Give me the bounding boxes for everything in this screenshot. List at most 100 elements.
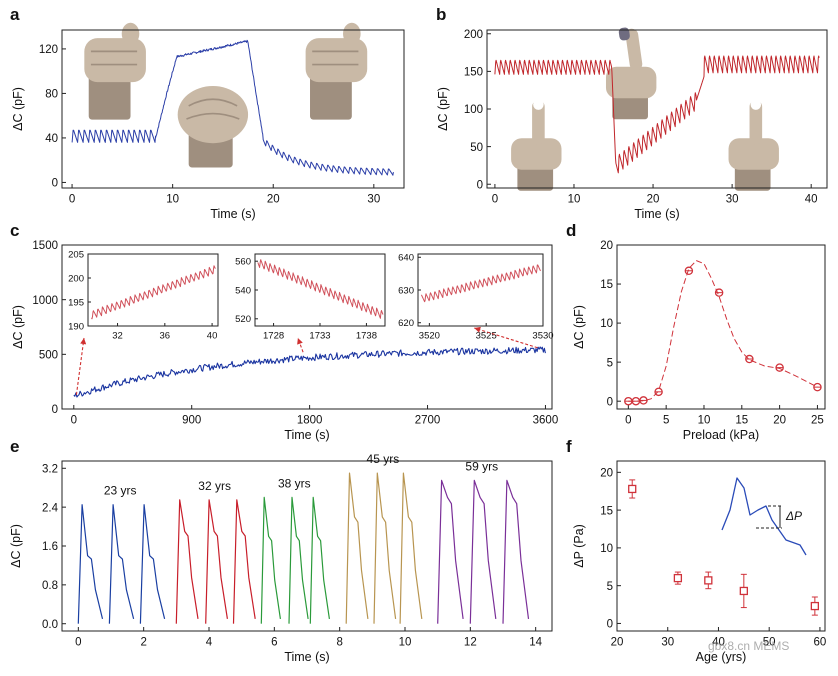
finger-lines (186, 98, 240, 120)
x-tick-label: 30 (661, 637, 674, 649)
y-axis-label: ΔC (pF) (9, 524, 23, 568)
y-tick-label: 2.4 (42, 502, 59, 514)
inset-arrow (75, 337, 85, 395)
pulse-waveform (77, 504, 104, 624)
hand-photo-hand-relaxed-fist (84, 22, 146, 120)
x-tick-label: 36 (160, 331, 171, 342)
series-line-b (494, 55, 820, 174)
plot-frame (87, 253, 219, 327)
series-label: 38 yrs (278, 476, 311, 490)
x-axis-label: Time (s) (210, 207, 255, 221)
inset-bg (418, 254, 543, 326)
x-tick-label: 10 (568, 194, 581, 206)
axes-c-inset: 1728 1733 1738 520 540 560 (235, 253, 386, 342)
x-tick-label: 15 (735, 415, 748, 427)
inset-arrow (474, 327, 538, 349)
hand-photo-hand-clenched-fist (177, 86, 249, 168)
x-tick-label: 10 (698, 415, 711, 427)
panel-label: b (436, 5, 446, 24)
pulse-waveform (502, 479, 530, 624)
axes-c-inset: 3520 3525 3530 620 630 640 (398, 253, 553, 342)
thumb (343, 22, 361, 45)
x-tick-label: 0 (69, 194, 75, 206)
x-tick-label: 2 (140, 637, 146, 649)
x-tick-label: 40 (805, 194, 818, 206)
sensor (750, 99, 762, 110)
pulse-waveform (309, 496, 330, 624)
y-tick-label: 150 (464, 67, 483, 79)
y-tick-label: 1000 (32, 295, 58, 307)
knuckle-lines (90, 50, 138, 66)
x-tick-label: 20 (267, 194, 280, 206)
index-finger (749, 100, 763, 145)
panel-label: d (566, 221, 576, 240)
series-label: 59 yrs (465, 459, 498, 473)
hand-photo-hand-finger-bent (605, 27, 657, 120)
data-point (673, 573, 683, 583)
pulse-waveform (108, 504, 135, 624)
palm (511, 138, 562, 170)
x-tick-label: 30 (367, 194, 380, 206)
inset-line (257, 259, 384, 319)
x-tick-label: 3525 (476, 331, 497, 342)
x-tick-label: 5 (663, 415, 669, 427)
palm (728, 138, 779, 170)
y-tick-label: 5 (607, 357, 613, 369)
inset-waveform (721, 477, 807, 556)
y-tick-label: 20 (600, 240, 613, 252)
y-tick-label: 0 (607, 619, 613, 631)
thumb (121, 22, 140, 45)
axes-d: 0 5 10 15 20 25 0 5 10 15 20 Preload (kPa) ΔC (pF) (572, 240, 826, 442)
y-tick-label: 5 (607, 581, 613, 593)
hand-photo-hand-index-finger-up (728, 99, 779, 191)
y-tick-label: 520 (235, 314, 251, 325)
y-tick-label: 10 (600, 318, 613, 330)
x-tick-label: 0 (492, 194, 498, 206)
inset-arrow-head (474, 326, 481, 333)
plot-frame (61, 29, 405, 189)
axes-a: 0 10 20 30 0 40 80 120 Time (s) ΔC (pF) (11, 29, 405, 221)
y-axis-label: ΔC (pF) (11, 87, 25, 131)
y-axis-label: ΔC (pF) (11, 305, 25, 349)
x-tick-label: 0 (71, 415, 77, 427)
pulse-waveform (205, 499, 228, 624)
x-tick-label: 1728 (263, 331, 284, 342)
x-axis-label: Time (s) (284, 650, 329, 664)
y-tick-label: 200 (464, 29, 483, 41)
pulse-waveform (345, 472, 369, 624)
x-tick-label: 1733 (309, 331, 330, 342)
y-tick-label: 40 (45, 133, 58, 145)
x-tick-label: 0 (625, 415, 631, 427)
wrist (310, 73, 352, 120)
y-tick-label: 0 (52, 404, 58, 416)
x-tick-label: 8 (336, 637, 342, 649)
y-tick-label: 500 (39, 349, 58, 361)
data-point (628, 484, 637, 494)
hand-photo-hand-index-finger-up (511, 99, 562, 191)
y-tick-label: 0 (607, 396, 613, 408)
x-tick-label: 50 (763, 637, 776, 649)
fit-curve (628, 260, 818, 402)
data-point (704, 576, 713, 585)
pulse-waveform (260, 496, 281, 624)
watermark: gbx8.cn MEMS (708, 639, 789, 653)
pulse-waveform (175, 499, 199, 624)
x-tick-label: 0 (75, 637, 81, 649)
palm (605, 66, 657, 99)
axes-c: 0 900 1800 2700 3600 0 500 1000 1500 Time (s) ΔC (… (11, 240, 558, 442)
x-tick-label: 900 (182, 415, 201, 427)
plot-frame (61, 244, 553, 410)
x-tick-label: 1738 (356, 331, 377, 342)
pulse-waveform (469, 479, 497, 624)
x-tick-label: 3530 (532, 331, 553, 342)
x-tick-label: 6 (271, 637, 277, 649)
inset-line (420, 264, 541, 303)
y-axis-label: ΔP (Pa) (572, 524, 586, 568)
x-tick-label: 20 (611, 637, 624, 649)
x-tick-label: 25 (811, 415, 824, 427)
y-tick-label: 190 (68, 321, 84, 332)
series-label: 32 yrs (198, 479, 231, 493)
inset-line (91, 265, 216, 320)
x-tick-label: 40 (207, 331, 218, 342)
y-tick-label: 540 (235, 285, 251, 296)
